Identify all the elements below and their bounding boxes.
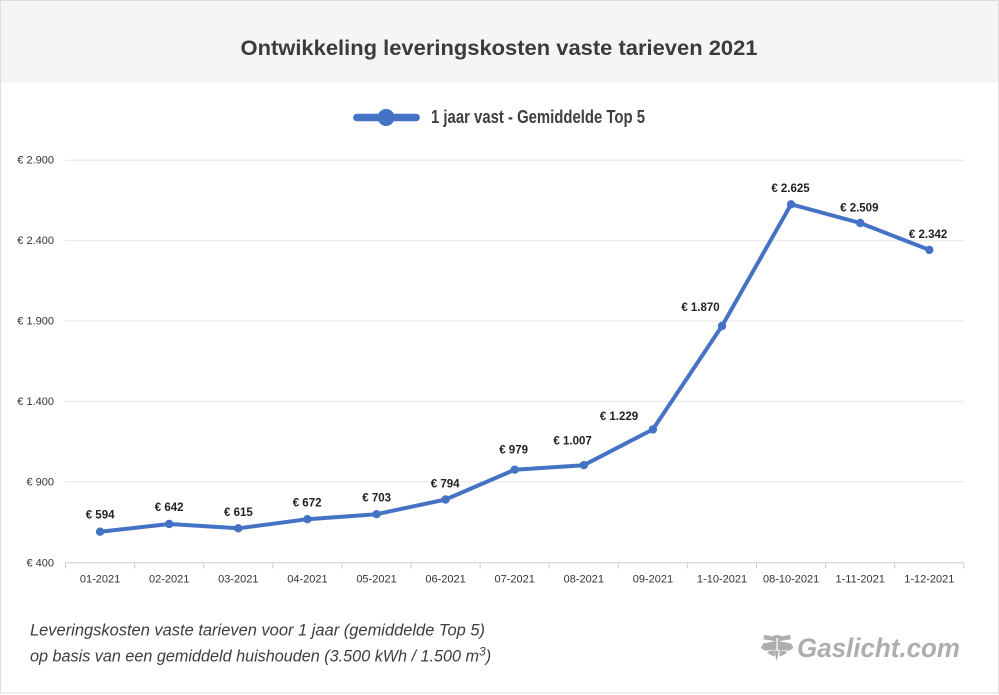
svg-text:€ 642: € 642 <box>155 502 184 514</box>
svg-text:€ 615: € 615 <box>224 507 253 519</box>
svg-text:€ 2.509: € 2.509 <box>840 203 878 215</box>
svg-text:01-2021: 01-2021 <box>80 573 120 585</box>
svg-text:€ 1.400: € 1.400 <box>17 396 54 408</box>
svg-text:€ 1.007: € 1.007 <box>553 436 591 448</box>
svg-text:€ 400: € 400 <box>26 557 54 569</box>
svg-text:Ontwikkeling leveringskosten v: Ontwikkeling leveringskosten vaste tarie… <box>241 36 758 60</box>
svg-text:€ 672: € 672 <box>293 498 322 510</box>
svg-text:op basis van een gemiddeld hui: op basis van een gemiddeld huishouden (3… <box>30 644 491 665</box>
svg-text:Leveringskosten vaste tarieven: Leveringskosten vaste tarieven voor 1 ja… <box>30 621 485 640</box>
svg-text:€ 2.400: € 2.400 <box>17 235 54 247</box>
svg-text:€ 1.900: € 1.900 <box>17 316 54 328</box>
svg-text:08-2021: 08-2021 <box>564 573 604 585</box>
svg-text:04-2021: 04-2021 <box>287 573 327 585</box>
svg-text:€ 2.625: € 2.625 <box>771 183 810 195</box>
svg-text:07-2021: 07-2021 <box>495 573 535 585</box>
svg-text:1-10-2021: 1-10-2021 <box>697 573 747 585</box>
svg-text:€ 794: € 794 <box>431 479 460 491</box>
svg-text:05-2021: 05-2021 <box>356 573 396 585</box>
svg-text:06-2021: 06-2021 <box>425 573 465 585</box>
svg-text:€ 2.342: € 2.342 <box>909 229 947 241</box>
svg-text:€ 900: € 900 <box>26 476 54 488</box>
svg-text:€ 979: € 979 <box>499 444 528 456</box>
svg-text:1-12-2021: 1-12-2021 <box>904 573 954 585</box>
svg-text:1-11-2021: 1-11-2021 <box>836 573 885 585</box>
svg-text:€ 1.229: € 1.229 <box>600 411 638 423</box>
svg-text:€ 1.870: € 1.870 <box>681 302 719 314</box>
svg-text:€ 703: € 703 <box>362 492 391 504</box>
svg-text:€ 594: € 594 <box>86 509 115 521</box>
svg-text:09-2021: 09-2021 <box>633 573 673 585</box>
svg-text:03-2021: 03-2021 <box>218 573 258 585</box>
svg-text:02-2021: 02-2021 <box>149 573 189 585</box>
svg-text:€ 2.900: € 2.900 <box>17 155 54 167</box>
svg-text:08-10-2021: 08-10-2021 <box>763 573 819 585</box>
svg-text:1 jaar vast - Gemiddelde Top 5: 1 jaar vast - Gemiddelde Top 5 <box>431 107 645 127</box>
svg-text:Gaslicht.com: Gaslicht.com <box>797 633 960 663</box>
